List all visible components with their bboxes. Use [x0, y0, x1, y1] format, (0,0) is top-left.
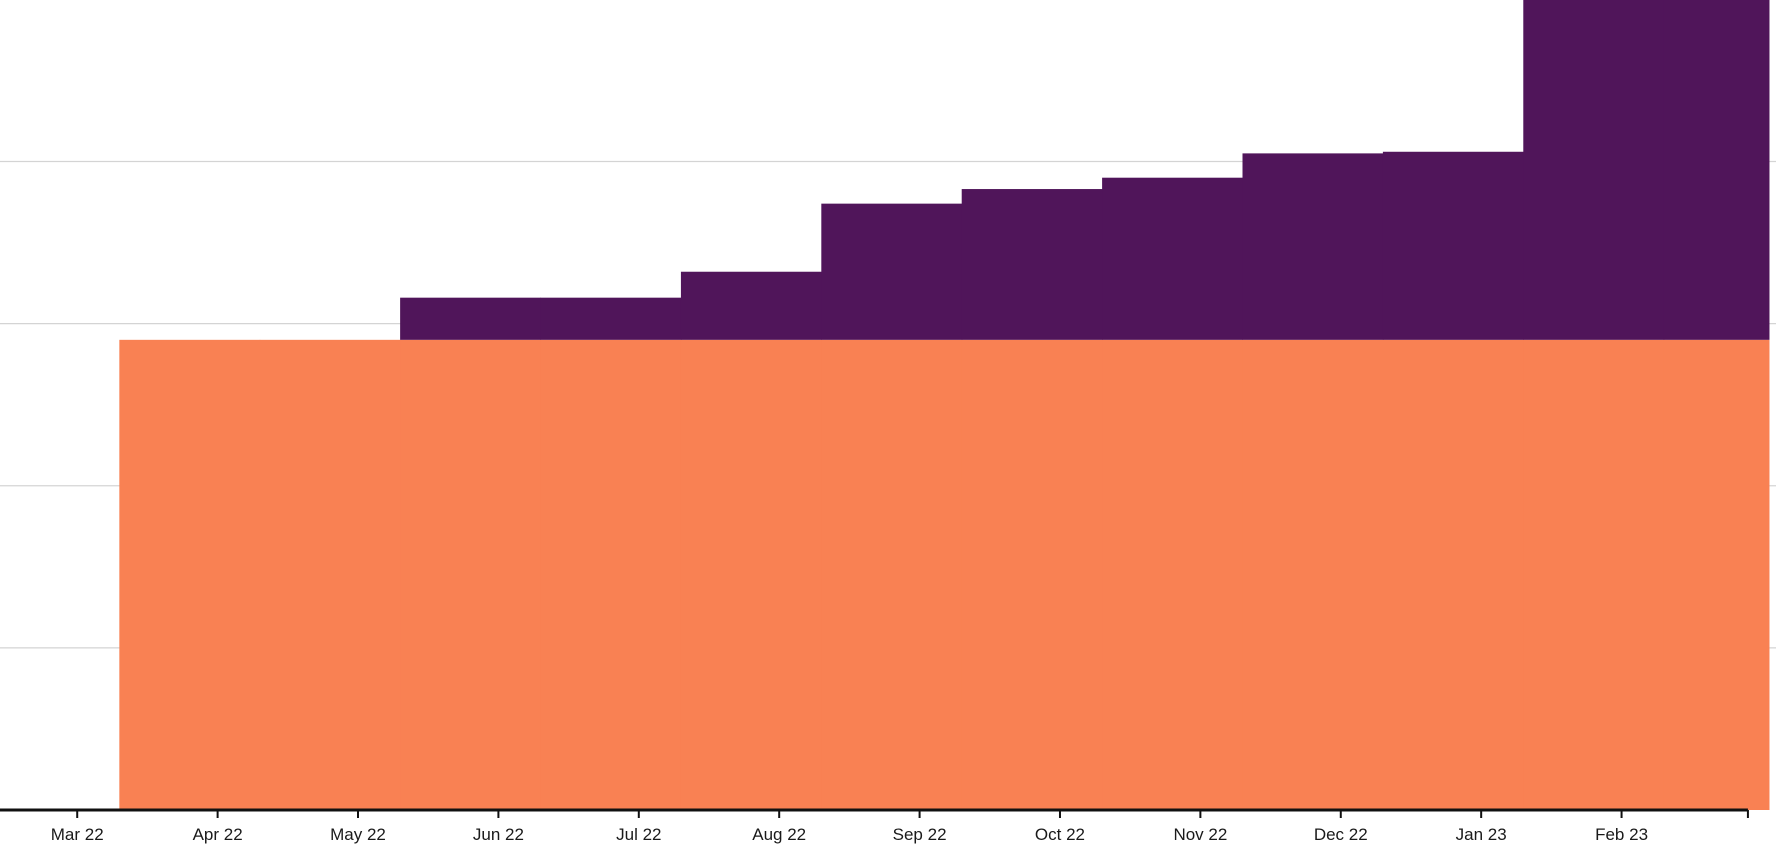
x-tick-label: Oct 22: [1035, 825, 1085, 844]
x-tick-label: Dec 22: [1314, 825, 1368, 844]
increment-area-step-jan-23: [1523, 0, 1665, 340]
base-area-step-sep-22: [961, 339, 1103, 810]
base-area-step-nov-22: [1242, 339, 1384, 810]
increment-area-step-sep-22: [961, 189, 1103, 340]
x-tick-label: May 22: [330, 825, 386, 844]
base-area-step-dec-22: [1382, 339, 1524, 810]
base-area-step-jan-23: [1523, 339, 1665, 810]
x-tick-label: Jan 23: [1456, 825, 1507, 844]
x-axis: Mar 22 Apr 22 May 22 Jun 22 Jul 22 Aug 22 Sep …: [0, 808, 1749, 844]
x-tick-label: Jul 22: [616, 825, 661, 844]
increment-area-step-jul-22: [680, 271, 822, 340]
increment-area-step-aug-22: [821, 203, 963, 340]
increment-area-step-jun-22: [540, 297, 682, 340]
increment-area-step-feb-23: [1663, 0, 1770, 340]
base-area-step-may-22: [400, 339, 542, 810]
increment-area-step-dec-22: [1382, 151, 1524, 340]
base-area-step-feb-23: [1663, 339, 1770, 810]
x-tick-label: Aug 22: [752, 825, 806, 844]
base-area-step-aug-22: [821, 339, 963, 810]
x-tick-label: Feb 23: [1595, 825, 1648, 844]
plot-areas: [119, 0, 1770, 810]
base-area-step-oct-22: [1102, 339, 1243, 810]
increment-area-step-may-22: [400, 297, 542, 340]
base-area-step-jul-22: [680, 339, 822, 810]
x-tick-label: Nov 22: [1173, 825, 1227, 844]
x-tick-label: Sep 22: [893, 825, 947, 844]
increment-area-step-oct-22: [1102, 177, 1243, 340]
x-tick-label: Mar 22: [51, 825, 104, 844]
base-area-step-jun-22: [540, 339, 682, 810]
increment-area-step-nov-22: [1242, 153, 1384, 340]
base-area-step-mar-22: [119, 339, 261, 810]
base-area-step-apr-22: [259, 339, 401, 810]
x-tick-label: Jun 22: [473, 825, 524, 844]
x-tick-label: Apr 22: [193, 825, 243, 844]
